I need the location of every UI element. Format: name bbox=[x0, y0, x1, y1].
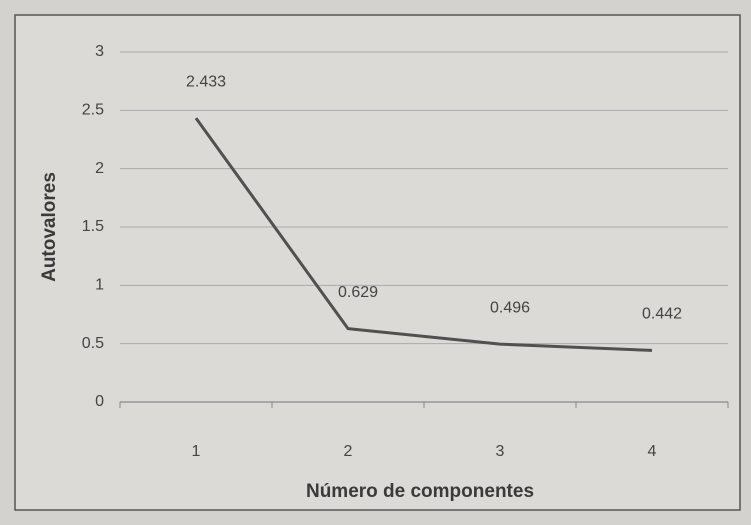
data-label: 0.442 bbox=[642, 306, 682, 323]
y-tick-label: 0 bbox=[95, 393, 104, 410]
y-tick-label: 2.5 bbox=[82, 102, 104, 119]
x-axis-title: Número de componentes bbox=[306, 481, 534, 502]
x-tick-label: 2 bbox=[344, 443, 353, 460]
data-label: 0.496 bbox=[490, 299, 530, 316]
y-tick-label: 1 bbox=[95, 277, 104, 294]
y-tick-label: 3 bbox=[95, 43, 104, 60]
data-label: 0.629 bbox=[338, 284, 378, 301]
x-tick-label: 3 bbox=[496, 443, 505, 460]
y-tick-label: 1.5 bbox=[82, 218, 104, 235]
series-line bbox=[194, 117, 653, 352]
y-tick-label: 0.5 bbox=[82, 335, 104, 352]
x-tick-label: 4 bbox=[648, 443, 657, 460]
y-axis-title: Autovalores bbox=[39, 172, 60, 282]
y-tick-label: 2 bbox=[95, 160, 104, 177]
data-label: 2.433 bbox=[186, 73, 226, 90]
chart-frame bbox=[14, 14, 741, 511]
x-tick-label: 1 bbox=[192, 443, 201, 460]
